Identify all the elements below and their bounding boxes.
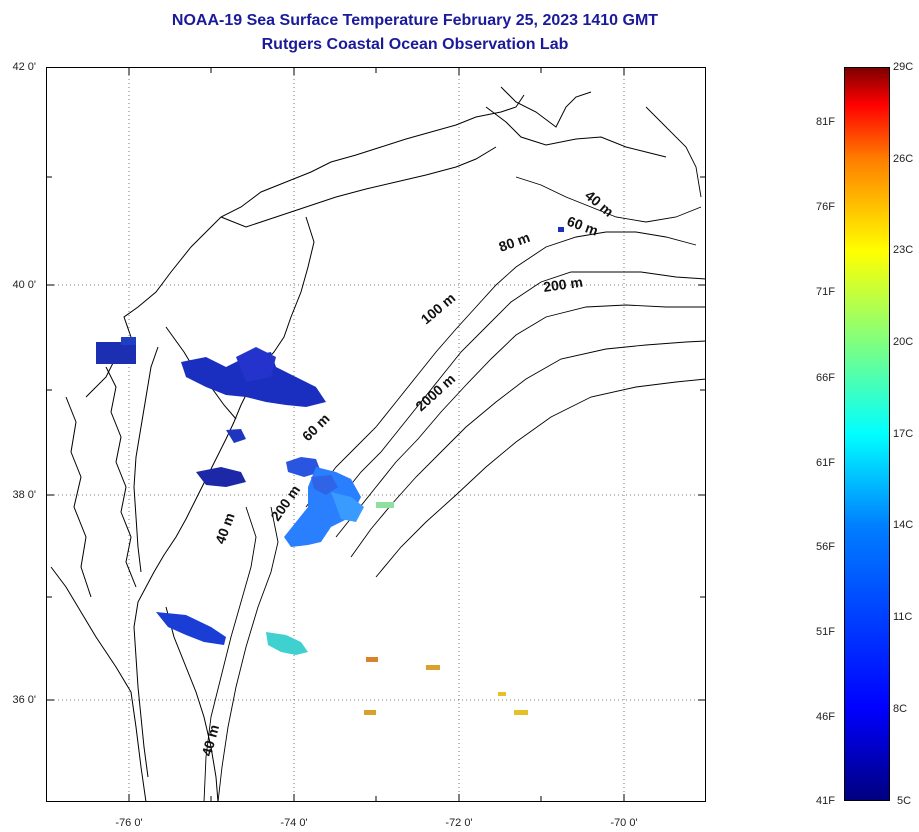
- lat-label-42: 42 0': [12, 61, 36, 73]
- cbar-label-14c: 14C: [893, 519, 914, 531]
- cbar-label-66f: 66F: [816, 372, 835, 384]
- cbar-label-56f: 56F: [816, 541, 835, 553]
- graticule: [46, 67, 706, 802]
- map-frame: [46, 67, 706, 802]
- lon-label-74: -74 0': [280, 817, 308, 829]
- temperature-colorbar: [844, 67, 890, 801]
- cbar-label-41f: 41F: [816, 795, 835, 807]
- cbar-label-17c: 17C: [893, 428, 914, 440]
- map-subtitle: Rutgers Coastal Ocean Observation Lab: [261, 36, 569, 53]
- cbar-label-8c: 8C: [893, 703, 908, 715]
- isobath-label-200m-north: 200 m: [542, 274, 584, 295]
- lat-label-36: 36 0': [12, 694, 36, 706]
- cbar-label-61f: 61F: [816, 457, 835, 469]
- cbar-label-11c: 11C: [893, 611, 913, 623]
- cbar-label-29c: 29C: [893, 61, 914, 73]
- lat-label-40: 40 0': [12, 279, 36, 291]
- cbar-label-71f: 71F: [816, 286, 835, 298]
- isobath-label-40m-south: 40 m: [198, 723, 222, 758]
- cbar-label-26c: 26C: [893, 153, 914, 165]
- cbar-label-23c: 23C: [893, 244, 914, 256]
- sst-map: 40 m 60 m 80 m 200 m 100 m 2000 m 60 m 2…: [46, 67, 706, 802]
- cbar-label-5c: 5C: [897, 795, 912, 807]
- lon-label-76: -76 0': [115, 817, 143, 829]
- cbar-label-20c: 20C: [893, 336, 914, 348]
- coastline: [50, 86, 667, 802]
- map-title: NOAA-19 Sea Surface Temperature February…: [171, 12, 659, 29]
- lon-label-72: -72 0': [445, 817, 473, 829]
- sst-patches: [96, 227, 564, 715]
- cbar-label-46f: 46F: [816, 711, 835, 723]
- cbar-label-81f: 81F: [816, 116, 835, 128]
- tick-marks: [46, 67, 706, 802]
- cbar-label-76f: 76F: [816, 201, 835, 213]
- isobaths: [203, 106, 706, 802]
- cbar-label-51f: 51F: [816, 626, 835, 638]
- lat-label-38: 38 0': [12, 489, 36, 501]
- lon-label-70: -70 0': [610, 817, 638, 829]
